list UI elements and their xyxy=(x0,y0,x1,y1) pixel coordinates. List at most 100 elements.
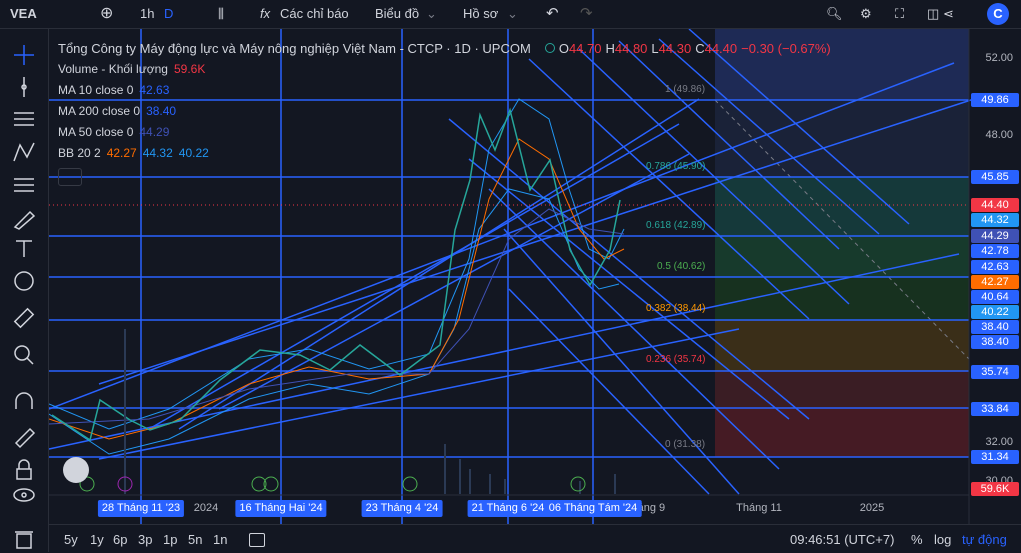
auto-toggle[interactable]: tự động xyxy=(962,532,1007,547)
price-marker: 40.64 xyxy=(971,290,1019,304)
indicator-value: 42.27 xyxy=(106,146,137,160)
indicator-value: 38.40 xyxy=(146,104,177,118)
event-badges xyxy=(79,476,586,492)
undo-button[interactable]: ↶ xyxy=(546,5,559,22)
profile-button[interactable]: Hồ sơ xyxy=(463,6,499,21)
projection-tool[interactable] xyxy=(14,178,34,192)
ohlc-label: L xyxy=(651,41,659,56)
lock-draw-tool[interactable] xyxy=(14,427,36,449)
ohlc-label: H xyxy=(605,41,615,56)
pattern-tool[interactable] xyxy=(13,142,35,162)
indicator-value: 40.22 xyxy=(178,146,209,160)
indicator-name[interactable]: Volume - Khối lượng xyxy=(58,62,168,76)
brush-tool[interactable] xyxy=(13,210,36,230)
price-path xyxy=(51,107,621,442)
vertical-lines xyxy=(140,29,594,524)
interval[interactable]: 1h xyxy=(140,6,155,21)
drawing-toolbar xyxy=(0,29,49,552)
fib-label: 0.786 (45.90) xyxy=(646,161,706,172)
range-button[interactable]: 3p xyxy=(138,532,153,547)
chart-style[interactable]: ⫼ xyxy=(218,6,224,21)
search-button[interactable]: 🔍︎ xyxy=(826,6,843,21)
symbol-title: Tổng Công ty Máy động lực và Máy nông ng… xyxy=(58,41,531,56)
ohlc-label: O xyxy=(558,41,569,56)
range-button[interactable]: 1p xyxy=(163,532,178,547)
range-button[interactable]: 1n xyxy=(213,532,228,547)
price-tick-label: 48.00 xyxy=(985,129,1013,141)
crosshair-tool[interactable] xyxy=(14,45,34,65)
top-toolbar: VEA ⊕ 1h D ⫼ fx Các chỉ báo Biểu đồ ⌄ Hồ… xyxy=(0,0,1021,29)
compare-button[interactable]: ⊕ xyxy=(100,5,114,22)
layout-button[interactable]: Biểu đồ xyxy=(375,6,420,21)
logo[interactable]: C xyxy=(987,3,1009,25)
price-marker: 42.27 xyxy=(971,275,1019,289)
snapshot-button[interactable]: ◫ xyxy=(927,6,940,21)
percent-toggle[interactable]: % xyxy=(911,532,923,547)
lock-tool[interactable] xyxy=(16,459,32,480)
time-tick-label: Tháng 11 xyxy=(736,502,782,514)
range-button[interactable]: 1y xyxy=(90,532,104,547)
time-marker: 21 Tháng 6 '24 xyxy=(467,500,549,517)
ohlc-value: 44.30 xyxy=(658,41,692,56)
date-range-button[interactable] xyxy=(249,533,265,547)
range-button[interactable]: 6p xyxy=(113,532,128,547)
price-marker: 38.40 xyxy=(971,320,1019,334)
legend-title-row: Tổng Công ty Máy động lực và Máy nông ng… xyxy=(58,38,831,59)
indicators-button[interactable]: Các chỉ báo xyxy=(280,6,349,21)
ohlc-value: 44.80 xyxy=(614,41,648,56)
tv-logo xyxy=(63,457,89,483)
horizontal-lines xyxy=(49,99,969,458)
price-tick-label: 52.00 xyxy=(985,52,1013,64)
time-marker: 06 Tháng Tám '24 xyxy=(544,500,642,517)
price-marker: 42.63 xyxy=(971,260,1019,274)
price-marker: 38.40 xyxy=(971,335,1019,349)
indicator-row: Volume - Khối lượng 59.6K xyxy=(58,59,831,80)
indicator-row: MA 200 close 0 38.40 xyxy=(58,101,831,122)
volume-bars xyxy=(124,329,616,494)
legend: Tổng Công ty Máy động lực và Máy nông ng… xyxy=(58,38,831,186)
price-marker: 31.34 xyxy=(971,450,1019,464)
range-button[interactable]: 5n xyxy=(188,532,203,547)
indicator-row: MA 50 close 0 44.29 xyxy=(58,122,831,143)
price-marker: 33.84 xyxy=(971,402,1019,416)
change: −0.30 (−0.67%) xyxy=(741,41,831,56)
magnet-tool[interactable] xyxy=(15,392,33,409)
chart-canvas[interactable] xyxy=(49,29,1021,524)
indicator-value: 44.32 xyxy=(142,146,173,160)
indicator-value: 59.6K xyxy=(173,62,206,76)
ohlc-value: 44.70 xyxy=(568,41,602,56)
ohlc-label: C xyxy=(695,41,705,56)
fan-lines xyxy=(49,29,975,495)
indicator-name[interactable]: MA 50 close 0 xyxy=(58,125,134,139)
ruler-tool[interactable] xyxy=(13,307,35,329)
price-marker: 45.85 xyxy=(971,170,1019,184)
trendline-tool[interactable] xyxy=(21,77,27,97)
icon-tool[interactable] xyxy=(14,271,34,291)
symbol-search[interactable]: VEA xyxy=(10,6,37,21)
redo-button[interactable]: ↷ xyxy=(580,5,593,22)
range-button[interactable]: 5y xyxy=(64,532,78,547)
settings-button[interactable]: ⚙ xyxy=(860,6,872,21)
indicator-name[interactable]: MA 200 close 0 xyxy=(58,104,141,118)
fib-tool[interactable] xyxy=(14,112,34,126)
interval-active[interactable]: D xyxy=(164,6,174,21)
price-tick-label: 32.00 xyxy=(985,436,1013,448)
price-marker: 44.29 xyxy=(971,229,1019,243)
log-toggle[interactable]: log xyxy=(934,532,952,547)
indicator-value: 44.29 xyxy=(139,125,170,139)
text-tool[interactable] xyxy=(16,240,32,257)
indicator-name[interactable]: BB 20 2 xyxy=(58,146,101,160)
price-marker: 40.22 xyxy=(971,305,1019,319)
share-button[interactable]: ⋖ xyxy=(943,6,954,21)
time-marker: 28 Tháng 11 '23 xyxy=(97,500,185,517)
indicator-row: MA 10 close 0 42.63 xyxy=(58,80,831,101)
price-marker: 59.6K xyxy=(971,482,1019,496)
indicator-row: BB 20 2 42.27 44.32 40.22 xyxy=(58,143,831,164)
fullscreen-button[interactable]: ⛶ xyxy=(895,6,905,21)
zoom-tool[interactable] xyxy=(14,345,34,365)
bottom-toolbar: 5y 1y 6p 3p 1p 5n 1n 09:46:51 (UTC+7)% log tự độn… xyxy=(49,524,1021,553)
trash-tool[interactable] xyxy=(15,531,33,549)
visibility-tool[interactable] xyxy=(13,488,35,502)
collapse-button[interactable] xyxy=(58,168,82,186)
indicator-name[interactable]: MA 10 close 0 xyxy=(58,83,134,97)
